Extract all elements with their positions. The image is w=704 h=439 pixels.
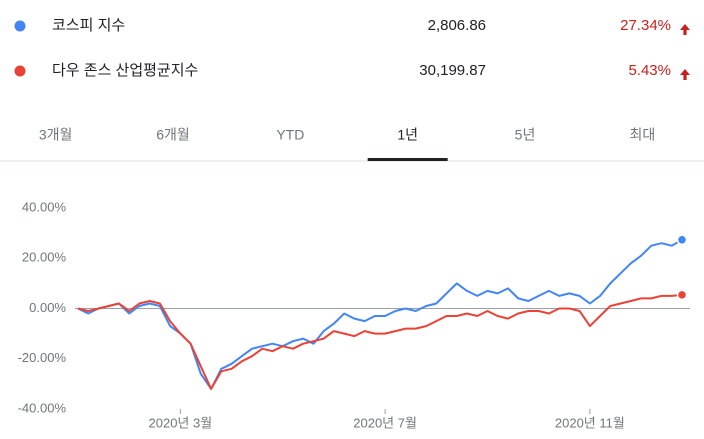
end-dot [676, 289, 688, 301]
tab[interactable]: 3개월 [39, 127, 73, 143]
x-tick-label: 2020년 11월 [555, 415, 625, 430]
tab[interactable]: YTD [276, 127, 304, 143]
y-tick-label: 20.00% [22, 250, 67, 265]
legend-price: 30,199.87 [419, 62, 486, 79]
legend-dot [14, 65, 26, 77]
tab[interactable]: 5년 [515, 127, 536, 143]
legend-price: 2,806.86 [428, 17, 486, 34]
x-tick-label: 2020년 3월 [149, 415, 213, 430]
end-dot [676, 234, 688, 246]
tab[interactable]: 6개월 [156, 127, 190, 143]
y-tick-label: 40.00% [22, 199, 67, 214]
up-arrow [680, 24, 690, 35]
up-arrow [680, 69, 690, 80]
legend-change: 5.43% [628, 62, 671, 79]
y-tick-label: 0.00% [29, 300, 66, 315]
legend-name: 다우 존스 산업평균지수 [52, 62, 198, 79]
y-tick-label: -20.00% [18, 350, 67, 365]
tab[interactable]: 1년 [397, 127, 418, 143]
legend-name: 코스피 지수 [52, 17, 125, 34]
tab-underline [367, 158, 448, 161]
y-tick-label: -40.00% [18, 400, 67, 415]
legend-dot [14, 20, 26, 32]
series-line [77, 238, 683, 390]
x-tick-label: 2020년 7월 [353, 415, 417, 430]
series-line [77, 293, 683, 390]
arrows [680, 24, 690, 80]
tab[interactable]: 최대 [629, 127, 655, 143]
legend-change: 27.34% [620, 17, 671, 34]
